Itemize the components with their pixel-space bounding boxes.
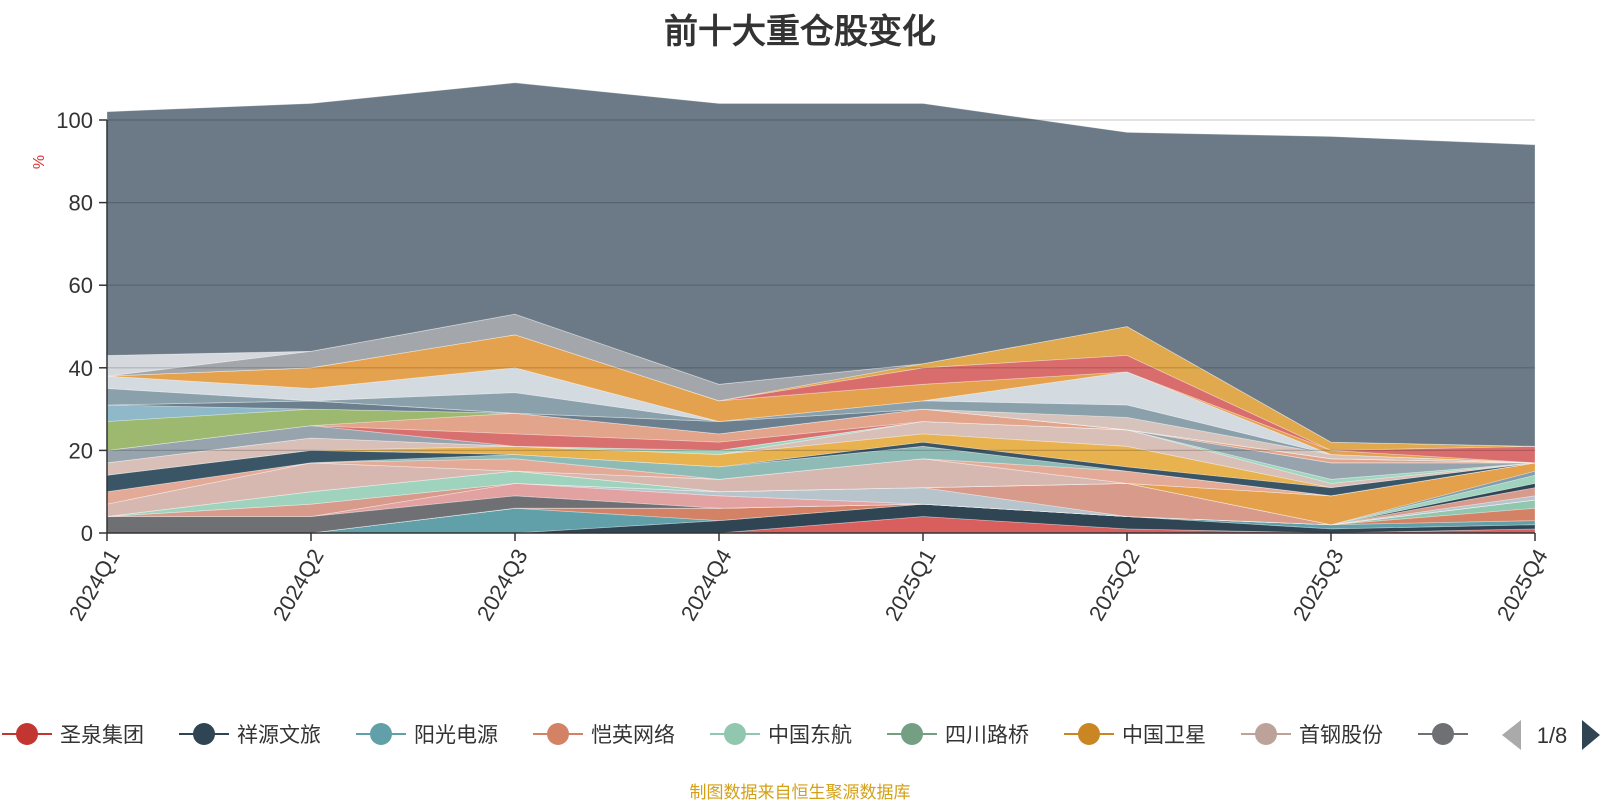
- axes: [99, 119, 1536, 541]
- pager-prev-icon[interactable]: [1502, 720, 1521, 750]
- x-tick-labels: 2024Q1 2024Q2 2024Q3 2024Q4 2025Q1 2025Q2 2025…: [64, 545, 1553, 625]
- legend-marker-icon: [370, 723, 392, 745]
- source-note: 制图数据来自恒生聚源数据库: [689, 783, 911, 803]
- legend-label: 阳光电源: [414, 723, 498, 747]
- y-tick-label: 80: [69, 191, 93, 216]
- pager-next-icon[interactable]: [1582, 720, 1600, 750]
- y-axis-unit: %: [31, 155, 48, 169]
- legend-label: 圣泉集团: [60, 723, 144, 747]
- area-series-38[interactable]: [106, 313, 1536, 447]
- area-series-39[interactable]: [106, 82, 1536, 447]
- x-tick-label: 2024Q2: [268, 545, 329, 625]
- legend-item[interactable]: 祥源文旅: [179, 723, 321, 747]
- legend-label: 首钢股份: [1299, 723, 1383, 747]
- pager-label: 1/8: [1537, 723, 1568, 748]
- area-series-25[interactable]: [106, 421, 1536, 480]
- legend-item[interactable]: 中国东航: [710, 723, 852, 747]
- y-tick-labels: 0 20 40 60 80 100: [56, 108, 93, 546]
- x-tick-label: 2025Q2: [1084, 545, 1145, 625]
- legend-item[interactable]: 四川路桥: [887, 723, 1029, 747]
- y-tick-label: 100: [56, 108, 93, 133]
- x-tick-label: 2024Q1: [64, 545, 125, 625]
- y-tick-label: 0: [81, 521, 93, 546]
- legend-marker-icon: [724, 723, 746, 745]
- legend-marker-icon: [1255, 723, 1277, 745]
- area-series-3[interactable]: [107, 503, 1536, 534]
- legend-marker-icon: [547, 723, 569, 745]
- x-tick-label: 2024Q3: [472, 545, 533, 625]
- legend-clip: [1470, 706, 1600, 762]
- legend-label: 恺英网络: [591, 723, 675, 747]
- legend-item[interactable]: 圣泉集团: [2, 723, 144, 747]
- x-tick-label: 2024Q4: [676, 545, 737, 625]
- y-tick-label: 40: [69, 356, 93, 381]
- y-tick-label: 60: [69, 273, 93, 298]
- legend-item[interactable]: 阳光电源: [356, 723, 498, 747]
- x-tick-label: 2025Q3: [1288, 545, 1349, 625]
- legend-pager[interactable]: 1/8: [1502, 720, 1600, 750]
- legend-item[interactable]: 首钢股份: [1241, 723, 1383, 747]
- legend-item[interactable]: 恺英网络: [533, 723, 675, 747]
- x-tick-label: 2025Q1: [880, 545, 941, 625]
- legend[interactable]: 圣泉集团祥源文旅阳光电源恺英网络中国东航四川路桥中国卫星首钢股份E: [2, 706, 1600, 762]
- legend-marker-icon: [193, 723, 215, 745]
- legend-marker-icon: [16, 723, 38, 745]
- legend-marker-icon: [1432, 723, 1454, 745]
- x-tick-label: 2025Q4: [1492, 545, 1553, 625]
- y-tick-label: 20: [69, 438, 93, 463]
- legend-label: 中国东航: [768, 723, 852, 747]
- legend-label: 祥源文旅: [237, 723, 321, 747]
- legend-marker-icon: [1078, 723, 1100, 745]
- chart-title: 前十大重仓股变化: [664, 13, 936, 51]
- area-series-21[interactable]: [106, 441, 1536, 497]
- legend-label: 四川路桥: [945, 723, 1029, 747]
- legend-item[interactable]: 中国卫星: [1064, 723, 1206, 747]
- legend-marker-icon: [901, 723, 923, 745]
- grid-lines: [107, 119, 1535, 451]
- area-series-group: [106, 82, 1536, 534]
- legend-label: 中国卫星: [1122, 723, 1206, 747]
